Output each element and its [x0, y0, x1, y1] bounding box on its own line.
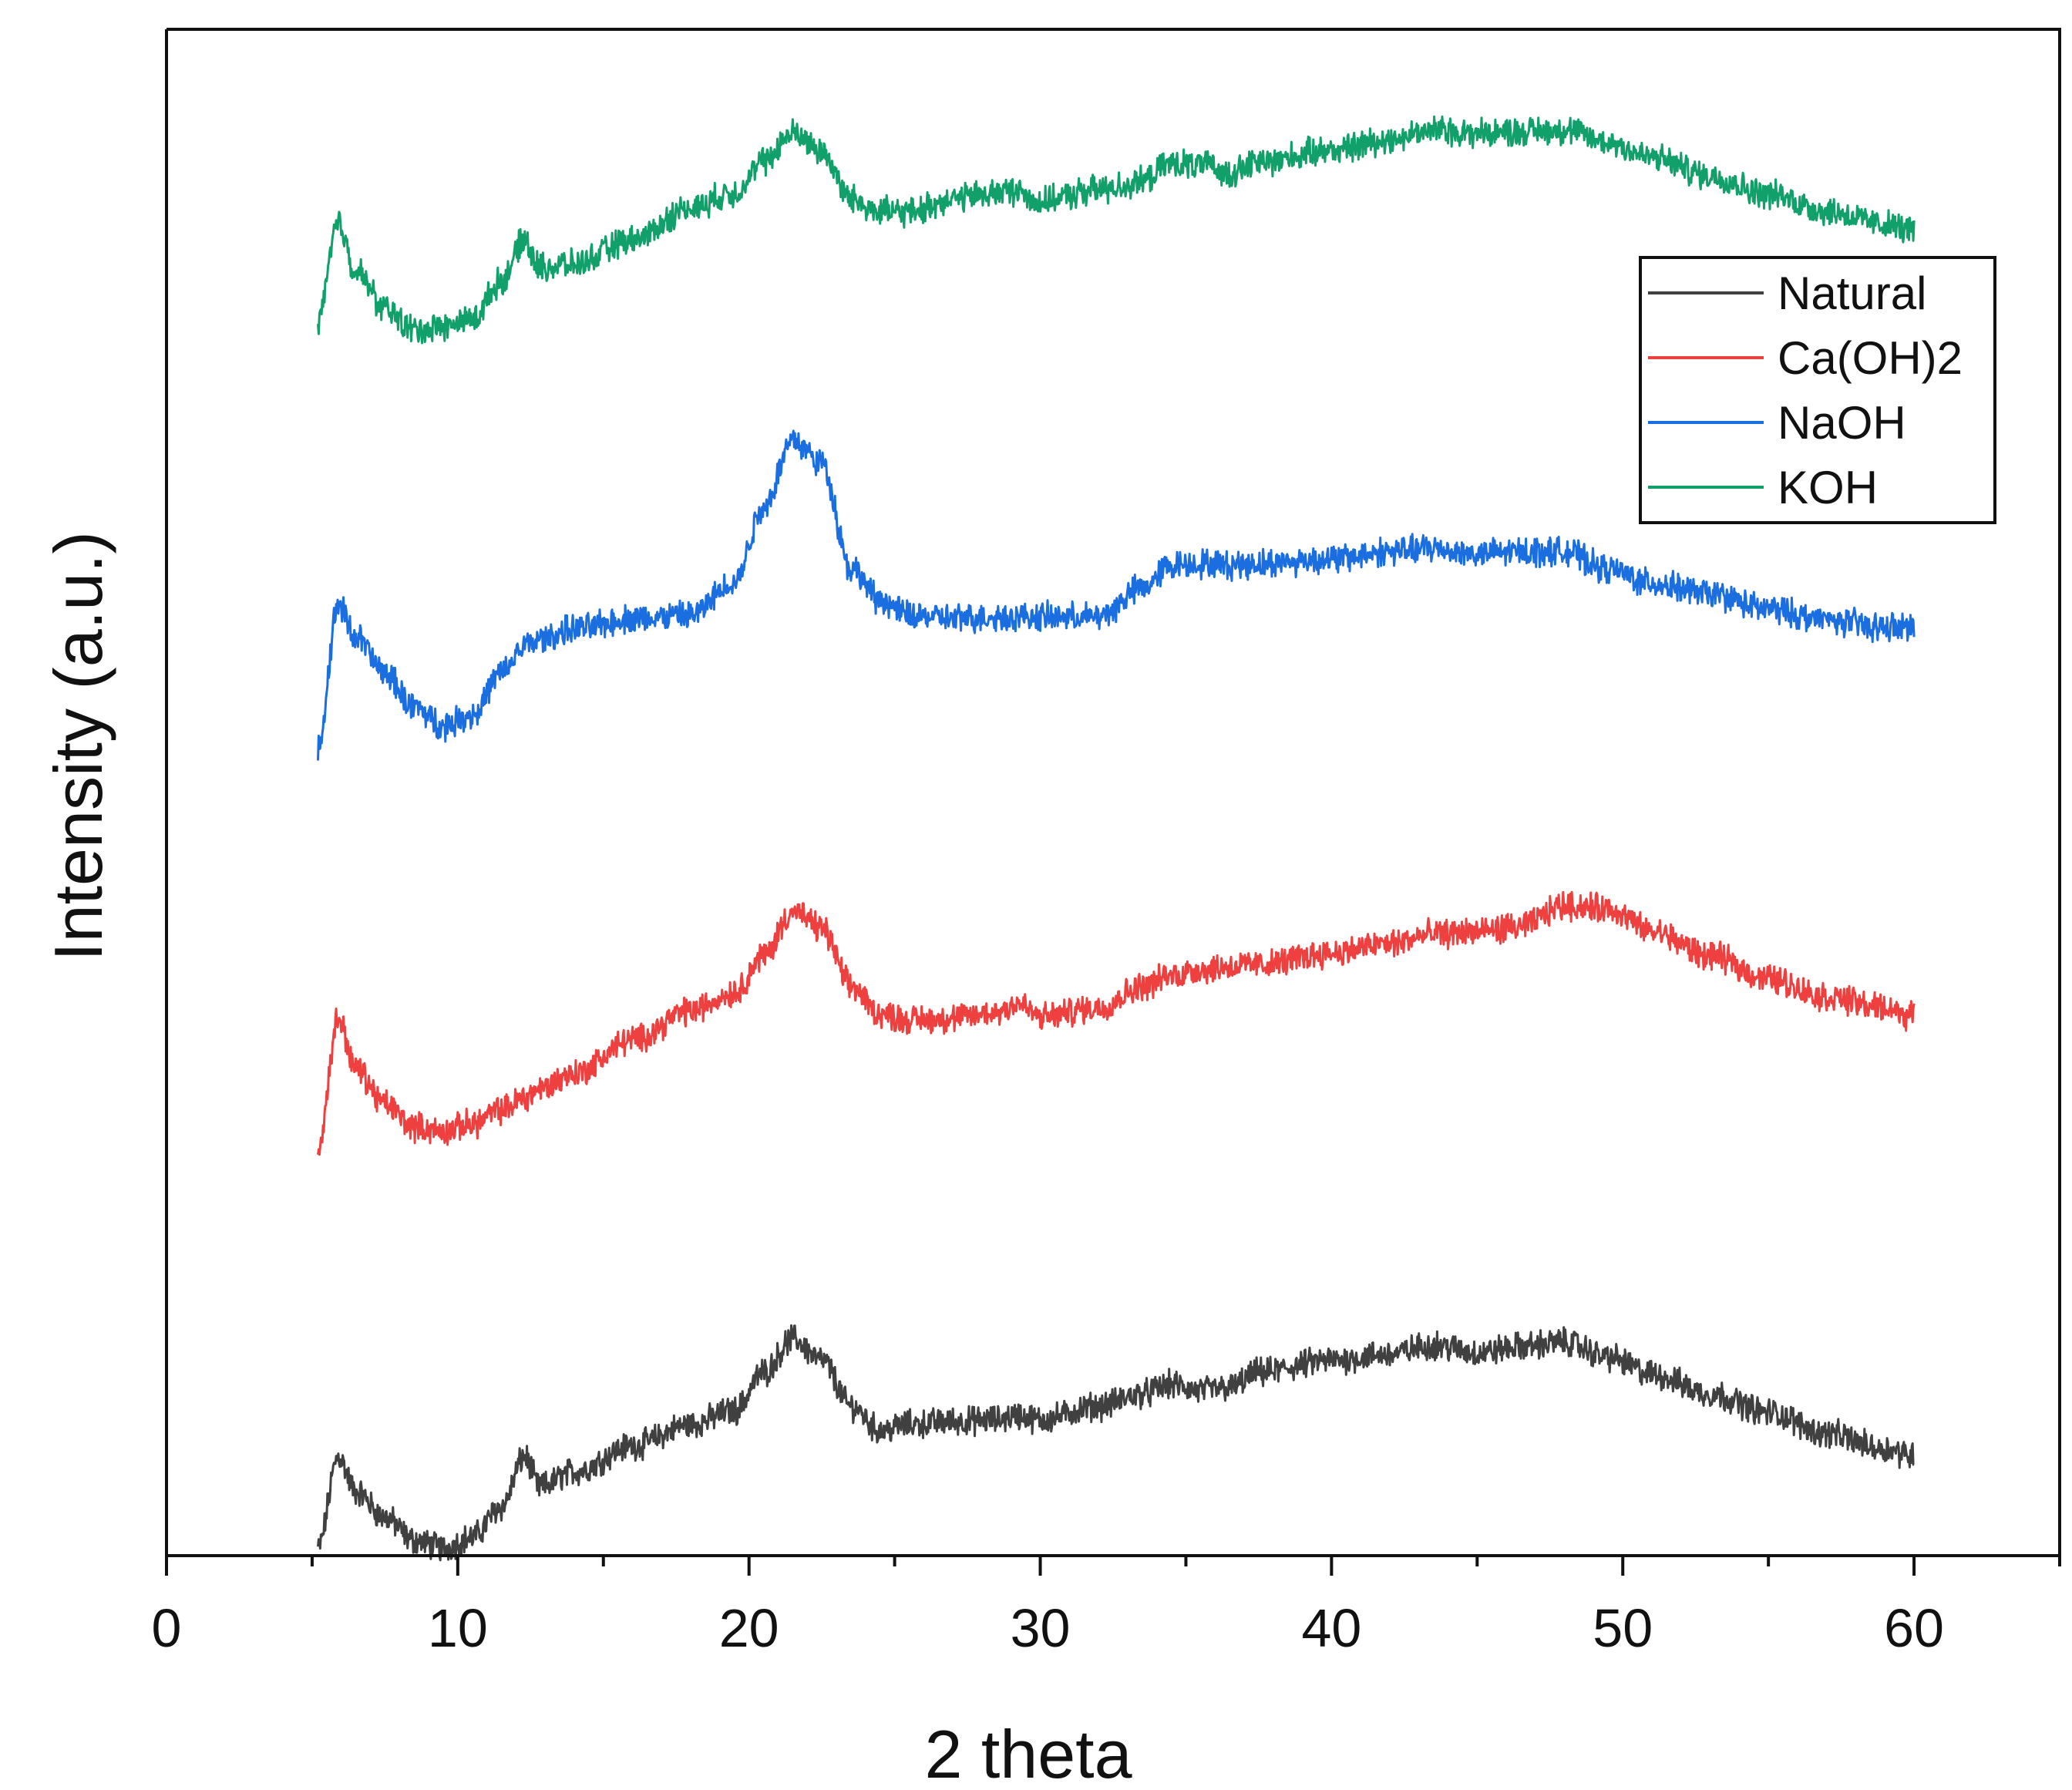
- series-line-ca-oh-2: [317, 890, 1916, 1156]
- x-tick-label: 30: [1011, 1598, 1071, 1658]
- legend: Natural Ca(OH)2 NaOH KOH: [1639, 256, 1996, 524]
- legend-label: KOH: [1778, 462, 1878, 513]
- x-tick-label: 50: [1593, 1598, 1653, 1658]
- x-tick-label: 40: [1301, 1598, 1361, 1658]
- legend-label: NaOH: [1778, 397, 1906, 449]
- series-line-naoh: [317, 429, 1916, 761]
- legend-label: Ca(OH)2: [1778, 332, 1963, 384]
- legend-box: [1639, 256, 1996, 524]
- x-axis-ticks: 0 10 20 30 40 50 60: [152, 1556, 2061, 1658]
- x-tick-label: 10: [428, 1598, 488, 1658]
- series-line-natural: [317, 1324, 1915, 1562]
- x-axis-title: 2 theta: [924, 1716, 1132, 1790]
- x-tick-label: 0: [152, 1598, 182, 1658]
- x-tick-label: 60: [1884, 1598, 1944, 1658]
- series-line-koh: [317, 115, 1916, 345]
- legend-label: Natural: [1778, 267, 1926, 319]
- y-axis-title: Intensity (a.u.): [40, 531, 116, 961]
- x-tick-label: 20: [719, 1598, 779, 1658]
- series-layer: [317, 115, 1916, 1562]
